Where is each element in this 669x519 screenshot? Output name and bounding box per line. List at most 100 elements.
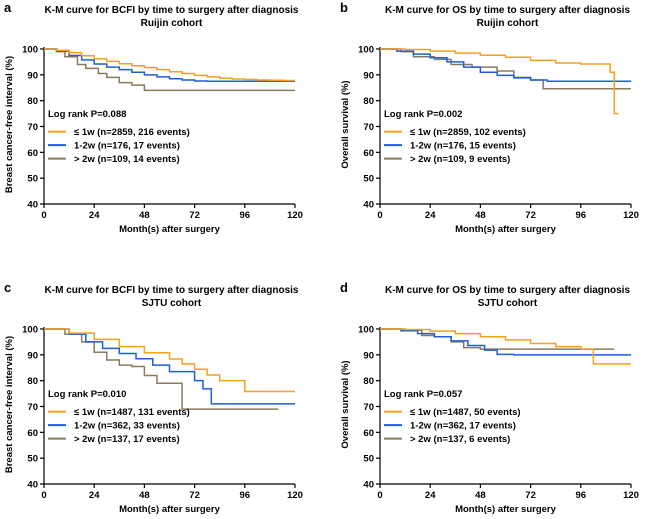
panel-letter: c [4, 280, 11, 295]
km-curve-w1to2 [44, 48, 295, 83]
x-tick-label: 24 [89, 490, 100, 501]
km-curve-w1to2 [380, 328, 631, 356]
y-tick-label: 100 [22, 325, 38, 336]
legend-label: 1-2w (n=176, 17 events) [74, 141, 180, 152]
log-rank-text: Log rank P=0.088 [48, 109, 126, 120]
chart-panel-b: b K-M curve for OS by time to surgery aft… [340, 0, 639, 235]
km-curve-w1to2 [380, 48, 631, 83]
y-tick-label: 100 [22, 45, 38, 56]
y-axis-label: Breast cancer-free interval (%) [4, 336, 15, 473]
y-axis-label: Overall survival (%) [340, 360, 351, 448]
y-tick-label: 50 [363, 174, 374, 185]
km-curve-le1w [44, 328, 295, 393]
panel-letter: a [4, 0, 12, 15]
legend-label: ≤ 1w (n=1487, 131 events) [74, 407, 190, 418]
y-tick-label: 50 [363, 454, 374, 465]
panel-letter: d [340, 280, 348, 295]
km-curve-gt2w [44, 328, 279, 410]
x-tick-label: 48 [139, 490, 150, 501]
y-tick-label: 100 [358, 325, 374, 336]
x-tick-label: 72 [525, 490, 536, 501]
km-curve-le1w [44, 48, 295, 82]
y-tick-label: 90 [363, 70, 374, 81]
chart-subtitle: SJTU cohort [142, 298, 202, 309]
legend-label: > 2w (n=109, 9 events) [410, 154, 510, 165]
y-tick-label: 90 [27, 350, 38, 361]
y-tick-label: 50 [27, 174, 38, 185]
legend-label: ≤ 1w (n=2859, 102 events) [410, 127, 526, 138]
y-tick-label: 40 [27, 480, 38, 491]
y-tick-label: 90 [27, 70, 38, 81]
x-tick-label: 0 [377, 490, 382, 501]
x-tick-label: 96 [576, 490, 587, 501]
y-tick-label: 70 [27, 122, 38, 133]
y-axis-label: Breast cancer-free interval (%) [4, 56, 15, 193]
legend-label: > 2w (n=137, 17 events) [74, 434, 180, 445]
x-tick-label: 24 [89, 210, 100, 221]
panel-letter: b [340, 0, 348, 15]
chart-panel-c: c K-M curve for BCFI by time to surgery a… [4, 280, 303, 515]
chart-subtitle: SJTU cohort [478, 298, 538, 309]
legend-label: 1-2w (n=176, 15 events) [410, 141, 516, 152]
y-tick-label: 80 [27, 376, 38, 387]
chart-panel-d: d K-M curve for OS by time to surgery aft… [340, 280, 639, 515]
km-curve-gt2w [44, 48, 295, 92]
x-tick-label: 120 [287, 210, 303, 221]
x-tick-label: 72 [525, 210, 536, 221]
chart-subtitle: Ruijin cohort [141, 18, 203, 29]
x-tick-label: 0 [41, 490, 46, 501]
x-axis-label: Month(s) after surgery [455, 504, 557, 515]
km-curve-w1to2 [44, 328, 295, 405]
chart-title: K-M curve for BCFI by time to surgery af… [45, 285, 299, 296]
x-axis-label: Month(s) after surgery [119, 224, 221, 235]
x-tick-label: 72 [189, 490, 200, 501]
chart-title: K-M curve for BCFI by time to surgery af… [45, 5, 299, 16]
y-tick-label: 60 [27, 428, 38, 439]
log-rank-text: Log rank P=0.057 [384, 389, 462, 400]
legend-label: ≤ 1w (n=2859, 216 events) [74, 127, 190, 138]
legend-label: 1-2w (n=362, 33 events) [74, 421, 180, 432]
x-tick-label: 96 [240, 210, 251, 221]
y-tick-label: 90 [363, 350, 374, 361]
x-tick-label: 120 [287, 490, 303, 501]
y-tick-label: 60 [363, 428, 374, 439]
x-tick-label: 120 [623, 210, 639, 221]
y-tick-label: 60 [363, 148, 374, 159]
log-rank-text: Log rank P=0.010 [48, 389, 126, 400]
y-tick-label: 70 [363, 122, 374, 133]
y-axis-label: Overall survival (%) [340, 80, 351, 168]
chart-title: K-M curve for OS by time to surgery afte… [385, 5, 630, 16]
x-tick-label: 48 [475, 490, 486, 501]
legend-label: ≤ 1w (n=1487, 50 events) [410, 407, 521, 418]
y-tick-label: 40 [27, 200, 38, 211]
legend-label: > 2w (n=137, 6 events) [410, 434, 510, 445]
x-tick-label: 120 [623, 490, 639, 501]
legend-label: > 2w (n=109, 14 events) [74, 154, 180, 165]
x-tick-label: 48 [139, 210, 150, 221]
x-tick-label: 96 [240, 490, 251, 501]
x-tick-label: 24 [425, 210, 436, 221]
y-tick-label: 70 [363, 402, 374, 413]
x-tick-label: 72 [189, 210, 200, 221]
legend-label: 1-2w (n=362, 17 events) [410, 421, 516, 432]
x-tick-label: 24 [425, 490, 436, 501]
chart-title: K-M curve for OS by time to surgery afte… [385, 285, 630, 296]
x-tick-label: 0 [41, 210, 46, 221]
chart-panel-a: a K-M curve for BCFI by time to surgery a… [4, 0, 303, 235]
chart-subtitle: Ruijin cohort [477, 18, 539, 29]
y-tick-label: 80 [27, 96, 38, 107]
x-tick-label: 0 [377, 210, 382, 221]
x-tick-label: 96 [576, 210, 587, 221]
x-axis-label: Month(s) after surgery [455, 224, 557, 235]
y-tick-label: 100 [358, 45, 374, 56]
x-axis-label: Month(s) after surgery [119, 504, 221, 515]
y-tick-label: 60 [27, 148, 38, 159]
km-curve-le1w [380, 328, 631, 365]
x-tick-label: 48 [475, 210, 486, 221]
log-rank-text: Log rank P=0.002 [384, 109, 462, 120]
y-tick-label: 80 [363, 376, 374, 387]
y-tick-label: 50 [27, 454, 38, 465]
y-tick-label: 40 [363, 480, 374, 491]
y-tick-label: 70 [27, 402, 38, 413]
